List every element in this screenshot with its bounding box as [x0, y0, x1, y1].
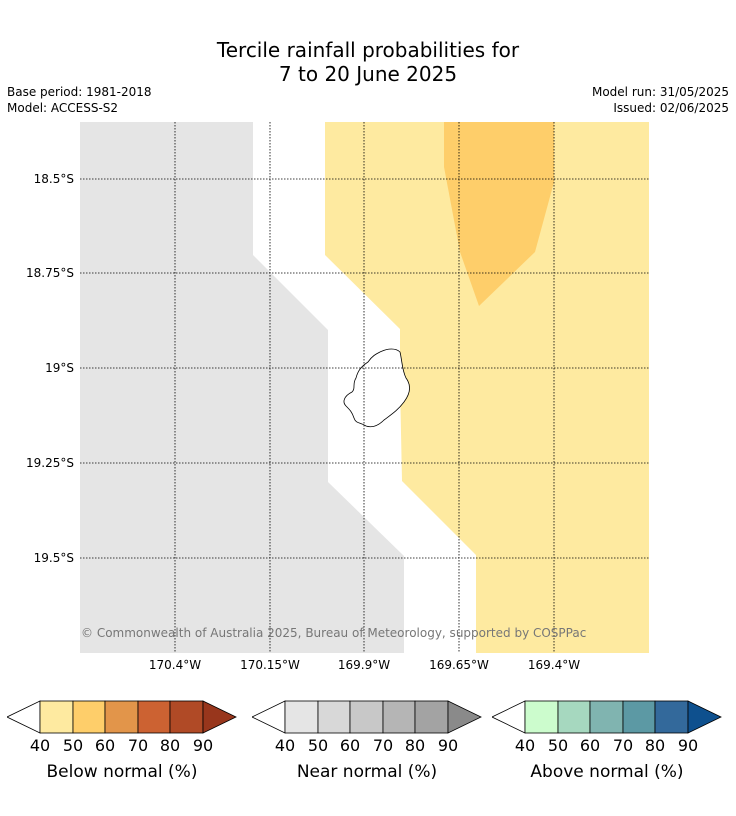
swatch-above-50 [557, 700, 591, 734]
swatch-near-80 [414, 700, 449, 734]
tick-above-80: 80 [644, 736, 666, 755]
tick-near-80: 80 [404, 736, 426, 755]
swatch-above-90 [687, 700, 722, 734]
swatch-below-60 [104, 700, 139, 734]
tick-below-90: 90 [192, 736, 214, 755]
lat-label-19: 19°S [45, 361, 74, 375]
swatch-below-90 [202, 700, 237, 734]
probability-map [80, 122, 649, 653]
tick-near-40: 40 [274, 736, 296, 755]
colorbar-above-normal-graphic [492, 700, 722, 734]
swatch-below-50 [72, 700, 106, 734]
tick-below-60: 60 [94, 736, 116, 755]
copyright-notice: © Commonwealth of Australia 2025, Bureau… [81, 626, 587, 640]
tick-above-40: 40 [514, 736, 536, 755]
lon-label-169-4: 169.4°W [527, 658, 581, 672]
below-normal-40-region [325, 122, 649, 653]
issued-date: Issued: 02/06/2025 [613, 101, 729, 115]
tick-near-70: 70 [372, 736, 394, 755]
graticule [80, 122, 649, 653]
colorbar-above-label: Above normal (%) [530, 762, 684, 782]
tick-above-60: 60 [579, 736, 601, 755]
near-normal-region [80, 122, 404, 653]
swatch-above-70 [622, 700, 656, 734]
colorbar-near-normal-graphic [252, 700, 482, 734]
swatch-above-40 [524, 700, 559, 734]
tick-below-40: 40 [29, 736, 51, 755]
swatch-near-90 [447, 700, 482, 734]
title-line-2: 7 to 20 June 2025 [278, 62, 458, 86]
map-title: Tercile rainfall probabilities for 7 to … [0, 38, 736, 86]
swatch-below-70 [137, 700, 171, 734]
model-run: Model run: 31/05/2025 [591, 85, 729, 99]
colorbar-below-normal: 40 50 60 70 80 90 Below normal (%) [7, 700, 237, 790]
tick-above-90: 90 [677, 736, 699, 755]
title-line-1: Tercile rainfall probabilities for [216, 38, 520, 62]
lat-label-18-5: 18.5°S [33, 172, 74, 186]
tick-below-70: 70 [127, 736, 149, 755]
model-name: Model: ACCESS-S2 [7, 101, 119, 115]
colorbar-below-normal-graphic [7, 700, 237, 734]
swatch-near-60 [349, 700, 384, 734]
below-normal-50-region [444, 122, 554, 306]
tick-below-50: 50 [62, 736, 84, 755]
base-period: Base period: 1981-2018 [7, 85, 152, 99]
lon-label-170-15: 170.15°W [240, 658, 300, 672]
swatch-near-70 [382, 700, 416, 734]
tick-near-90: 90 [437, 736, 459, 755]
colorbar-below-label: Below normal (%) [46, 762, 198, 782]
meta-left: Base period: 1981-2018 Model: ACCESS-S2 [7, 84, 152, 116]
lat-label-19-25: 19.25°S [26, 456, 74, 470]
colorbar-above-normal: 40 50 60 70 80 90 Above normal (%) [492, 700, 722, 790]
colorbar-near-label: Near normal (%) [296, 762, 438, 782]
tick-below-80: 80 [159, 736, 181, 755]
swatch-above-80 [654, 700, 689, 734]
swatch-above-60 [589, 700, 624, 734]
swatch-near-40 [284, 700, 319, 734]
lon-label-170-4: 170.4°W [148, 658, 202, 672]
lat-label-19-5: 19.5°S [33, 551, 74, 565]
tick-near-60: 60 [339, 736, 361, 755]
lat-label-18-75: 18.75°S [26, 266, 74, 280]
island-outline [343, 348, 410, 428]
colorbar-near-normal: 40 50 60 70 80 90 Near normal (%) [252, 700, 482, 790]
lon-label-169-65: 169.65°W [429, 658, 489, 672]
swatch-below-80 [169, 700, 204, 734]
lon-label-169-9: 169.9°W [337, 658, 391, 672]
tick-near-50: 50 [307, 736, 329, 755]
swatch-below-40 [39, 700, 74, 734]
tick-above-50: 50 [547, 736, 569, 755]
meta-right: Model run: 31/05/2025 Issued: 02/06/2025 [592, 84, 729, 116]
tick-above-70: 70 [612, 736, 634, 755]
swatch-near-50 [317, 700, 351, 734]
